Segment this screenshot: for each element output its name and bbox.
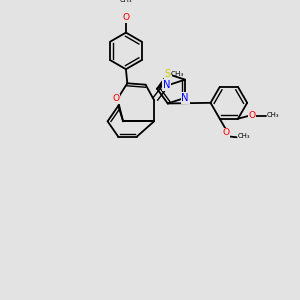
Text: N: N xyxy=(181,93,189,103)
Text: O: O xyxy=(122,13,130,22)
Text: O: O xyxy=(112,94,120,103)
Text: N: N xyxy=(163,80,170,90)
Text: CH₃: CH₃ xyxy=(170,71,184,77)
Text: CH₃: CH₃ xyxy=(120,0,132,3)
Text: O: O xyxy=(222,128,230,137)
Text: S: S xyxy=(165,69,171,79)
Text: CH₃: CH₃ xyxy=(267,112,279,118)
Text: CH₃: CH₃ xyxy=(238,134,250,140)
Text: O: O xyxy=(248,111,256,120)
